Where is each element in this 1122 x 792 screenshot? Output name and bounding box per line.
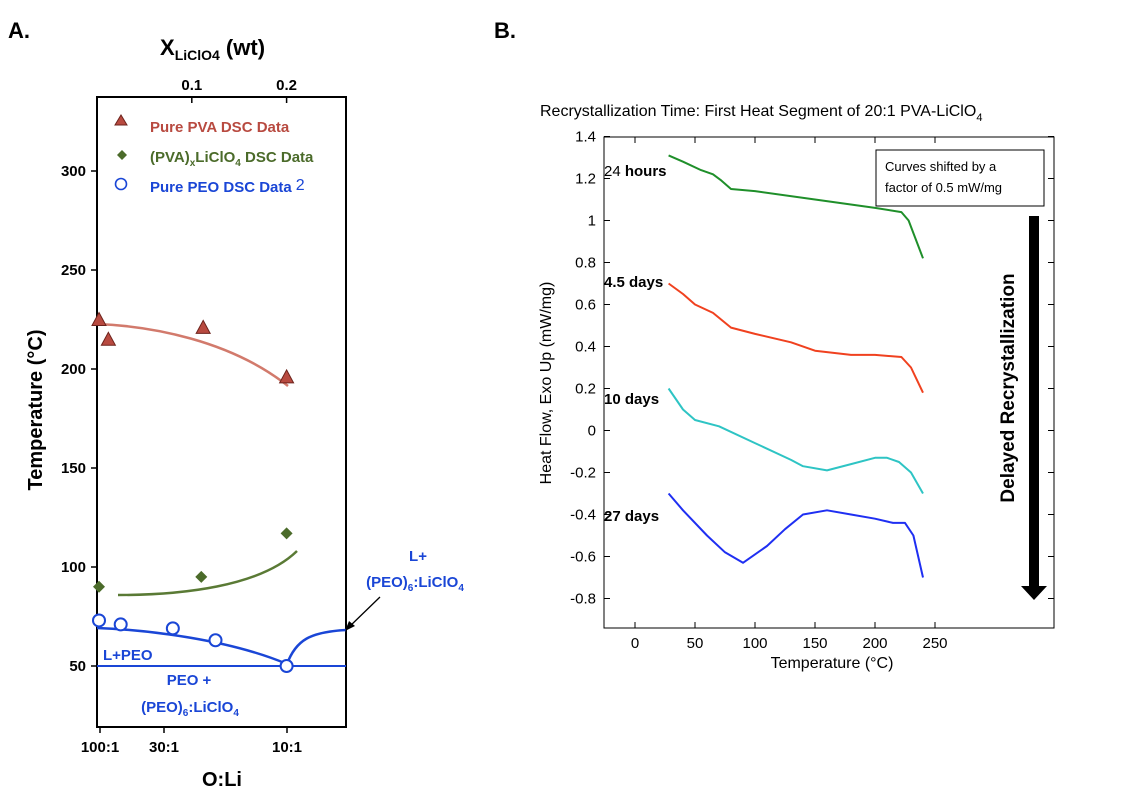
panel-a-ticks: 50 100 150 200 250 300 0.1 0.2 100:1 30:1 10:1 — [61, 77, 302, 756]
pva-point — [91, 311, 107, 326]
legend-pva-marker — [114, 114, 128, 126]
b-xtick-label: 200 — [862, 635, 887, 652]
b-ytick-label: -0.2 — [570, 465, 596, 482]
b-ytick-label: -0.6 — [570, 549, 596, 566]
legend-mix-label: (PVA)xLiClO4 DSC Data — [150, 149, 314, 169]
shift-note-line2: factor of 0.5 mW/mg — [885, 180, 1002, 195]
a-ytick-label: 100 — [61, 559, 86, 576]
pva-point — [278, 368, 295, 384]
mix-point — [93, 580, 105, 593]
peo-point — [165, 621, 180, 636]
region-peo-complex: (PEO)6:LiClO4 — [141, 699, 239, 719]
region-l-plus: L+ — [409, 548, 427, 565]
complex-liquidus-curve — [285, 628, 347, 665]
label-4-5-days: 4.5 days — [604, 274, 663, 291]
mix-point — [195, 570, 208, 583]
b-ytick-label: 0.4 — [575, 339, 596, 356]
a-ytick-label: 200 — [61, 361, 86, 378]
panel-a-ylabel: Temperature (°C) — [25, 330, 47, 491]
b-xtick-label: 50 — [687, 635, 704, 652]
panel-b-frame — [603, 136, 1055, 629]
legend-peo-label: Pure PEO DSC Data 2 — [150, 177, 305, 196]
region-l-peo: L+PEO — [103, 647, 153, 664]
panel-b-letter: B. — [494, 18, 516, 43]
panel-a-legend: Pure PVA DSC Data (PVA)xLiClO4 DSC Data … — [114, 114, 314, 196]
a-ytick-label: 150 — [61, 460, 86, 477]
b-ytick-label: 1.2 — [575, 171, 596, 188]
region-peo-plus: PEO + — [167, 672, 212, 689]
region-complex-right: (PEO)6:LiClO4 — [366, 574, 464, 594]
shift-note-line1: Curves shifted by a — [885, 159, 997, 174]
annotation-arrow-head — [345, 621, 355, 631]
a-xtick-label: 100:1 — [81, 739, 119, 756]
b-ytick-label: 1.4 — [575, 129, 596, 146]
panel-a-frame — [96, 96, 347, 728]
curve-24-hours — [668, 154, 924, 259]
label-24-hours: 24 hours — [604, 163, 667, 180]
a-xtick-label: 10:1 — [272, 739, 302, 756]
pva-fit-curve — [96, 322, 289, 387]
a-ytick-label: 50 — [69, 658, 86, 675]
b-xtick-label: 0 — [631, 635, 639, 652]
panel-b-curves — [667, 154, 924, 578]
delay-arrow-label: Delayed Recrystallization — [998, 273, 1019, 502]
peo-point — [92, 613, 106, 628]
a-ytick-label: 300 — [61, 163, 86, 180]
b-ytick-label: 0.8 — [575, 255, 596, 272]
b-xtick-label: 150 — [802, 635, 827, 652]
panel-b-title: Recrystallization Time: First Heat Segme… — [540, 103, 982, 124]
legend-peo-marker — [114, 177, 128, 191]
a-ytick-label: 250 — [61, 262, 86, 279]
legend-mix-marker — [117, 150, 127, 160]
b-ytick-label: -0.8 — [570, 591, 596, 608]
panel-a-xlabel: O:Li — [202, 769, 242, 791]
shift-note-box — [875, 149, 1045, 207]
a-toptick-label: 0.2 — [276, 77, 297, 94]
legend-pva-label: Pure PVA DSC Data — [150, 119, 290, 136]
a-toptick-label: 0.1 — [181, 77, 202, 94]
peo-point — [208, 633, 223, 648]
mix-fit-curve — [117, 550, 298, 597]
label-27-days: 27 days — [604, 508, 659, 525]
pva-point — [195, 319, 212, 334]
delay-arrow-shaft — [1029, 216, 1039, 588]
peo-point — [279, 659, 294, 673]
panel-a-points — [91, 311, 295, 673]
delay-arrow-head — [1021, 586, 1047, 600]
b-xtick-label: 250 — [922, 635, 947, 652]
b-xtick-label: 100 — [742, 635, 767, 652]
panel-b-xlabel: Temperature (°C) — [771, 655, 894, 672]
b-ytick-label: -0.4 — [570, 507, 596, 524]
b-ytick-label: 0.2 — [575, 381, 596, 398]
a-xtick-label: 30:1 — [149, 739, 179, 756]
curve-4-5-days — [668, 282, 924, 394]
curve-10-days — [667, 387, 924, 494]
annotation-arrow-line — [347, 596, 381, 629]
mix-point — [280, 527, 293, 540]
panel-b-ticks: 0 50 100 150 200 250 1.4 1.2 1 0.8 0.6 0.4 0.2 0 -0.2 -… — [570, 129, 1054, 652]
top-axis-label: XLiClO4 (wt) — [160, 35, 265, 63]
peo-point — [113, 617, 128, 632]
curve-27-days — [667, 492, 924, 578]
panel-b-ylabel: Heat Flow, Exo Up (mW/mg) — [538, 282, 555, 485]
label-10-days: 10 days — [604, 391, 659, 408]
b-ytick-label: 0.6 — [575, 297, 596, 314]
pva-point — [100, 331, 117, 346]
b-ytick-label: 1 — [588, 213, 596, 230]
b-ytick-label: 0 — [588, 423, 596, 440]
panel-a-letter: A. — [8, 18, 30, 43]
